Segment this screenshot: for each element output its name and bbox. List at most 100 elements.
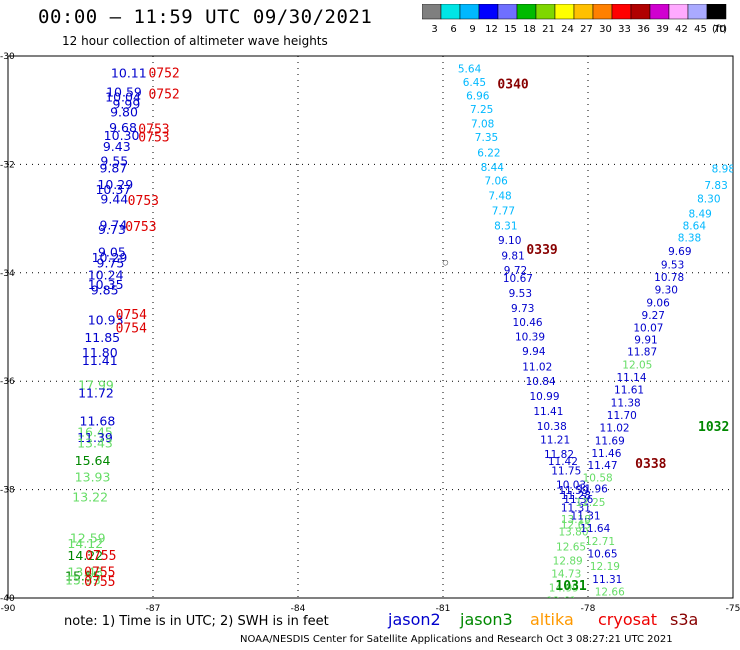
swh-value: 10.58	[583, 472, 613, 484]
legend-swatch	[554, 4, 575, 20]
x-tick-label: -90	[1, 604, 16, 614]
legend-swatch	[497, 4, 518, 20]
swh-value: 12.66	[595, 586, 625, 598]
legend-swatch	[668, 4, 689, 20]
pass-time-label: 1032	[698, 420, 729, 435]
swh-value: 10.46	[513, 317, 543, 329]
swh-value: 11.82	[544, 449, 574, 461]
swh-value: 11.70	[607, 410, 637, 422]
swh-value: 11.38	[611, 398, 641, 410]
swh-value: 9.85	[91, 282, 119, 297]
swh-value: 10.67	[503, 273, 533, 285]
swh-value: 11.41	[82, 353, 118, 368]
swh-value: 14.72	[63, 596, 99, 611]
x-tick-label: -81	[436, 604, 451, 614]
swh-value: 9.75	[97, 255, 125, 270]
swh-value: 12.61	[546, 596, 576, 608]
swh-value: 11.14	[616, 372, 646, 384]
swh-value: 15.33	[65, 572, 101, 587]
swh-value: 11.72	[78, 385, 114, 400]
legend-swatch	[478, 4, 499, 20]
pass-time-label: 0338	[635, 457, 666, 472]
pass-time-label: 0752	[148, 87, 179, 102]
swh-value: 11.80	[82, 345, 118, 360]
pass-time-label: 0753	[125, 220, 156, 235]
legend-label: 21	[542, 24, 555, 35]
swh-value: 9.91	[634, 334, 657, 346]
swh-value: 11.02	[522, 361, 552, 373]
page-subtitle: 12 hour collection of altimeter wave hei…	[62, 34, 328, 48]
swh-value: 7.48	[488, 191, 511, 203]
pass-time-label: 0755	[84, 575, 115, 590]
swh-value: 9.27	[642, 310, 665, 322]
legend-swatch	[440, 4, 461, 20]
pass-time-label: 0755	[85, 549, 116, 564]
swh-value: 10.29	[97, 177, 133, 192]
pass-time-label: 0754	[116, 321, 147, 336]
swh-value: 11.31	[592, 574, 622, 586]
data-layer: 10.11 10.5910.049.999.809.6810.309.439.55…	[63, 63, 733, 611]
swh-value: 7.06	[484, 175, 508, 187]
swh-value: 9.73	[511, 303, 534, 315]
buoy-marker: ○	[442, 259, 448, 267]
swh-value: 7.77	[492, 205, 515, 217]
legend-swatch	[630, 4, 651, 20]
swh-value: 10.93	[88, 312, 124, 327]
swh-value: 9.10	[498, 235, 521, 247]
swh-value: 9.94	[522, 346, 546, 358]
x-tick-label: -75	[726, 604, 740, 614]
swh-value: 10.03	[556, 480, 586, 492]
legend-label: 9	[469, 24, 475, 35]
swh-value: 11.46	[591, 448, 621, 460]
swh-value: 9.68	[109, 120, 137, 135]
swh-value: 11.96	[578, 483, 608, 495]
swh-value: 9.30	[655, 284, 678, 296]
swh-value: 10.37	[95, 182, 131, 197]
units-note: note: 1) Time is in UTC; 2) SWH is in fe…	[64, 614, 329, 629]
legend-swatch	[573, 4, 594, 20]
swh-value: 5.64	[458, 63, 482, 75]
swh-value: 11.02	[600, 423, 630, 435]
swh-value: 11.36	[563, 494, 593, 506]
page-title: 00:00 – 11:59 UTC 09/30/2021	[38, 6, 373, 28]
legend-label: 27	[580, 24, 593, 35]
swh-value: 9.43	[103, 139, 131, 154]
swh-value: 12.65	[561, 520, 591, 532]
y-tick-label: -30	[0, 52, 15, 62]
swh-value: 13.18	[561, 514, 591, 526]
swh-value: 13.43	[67, 564, 103, 579]
swh-value: 10.24	[88, 267, 124, 282]
swh-value: 10.11	[111, 66, 147, 81]
swh-value: 12.05	[622, 360, 652, 372]
y-tick-label: -36	[0, 377, 15, 387]
legend-label: 3	[431, 24, 437, 35]
swh-value: 11.31	[571, 510, 601, 522]
y-tick-label: -38	[0, 486, 15, 496]
pass-time-label: 0340	[497, 78, 528, 93]
swh-value: 6.45	[463, 77, 486, 89]
swh-value: 10.59	[106, 85, 142, 100]
satellite-name-jason3: jason3	[459, 610, 513, 629]
plot-area	[7, 55, 734, 599]
swh-value: 14.22	[67, 548, 103, 563]
satellite-name-jason2: jason2	[387, 610, 441, 629]
swh-value: 14.73	[551, 568, 581, 580]
swh-value: 10.39	[515, 332, 545, 344]
swh-value: 11.87	[627, 347, 657, 359]
legend-label: 30	[599, 24, 612, 35]
swh-value: 11.47	[587, 460, 617, 472]
swh-value: 11.68	[80, 414, 116, 429]
legend-label: 42	[675, 24, 688, 35]
legend-label: 39	[656, 24, 669, 35]
legend-swatch	[687, 4, 708, 20]
swh-value: 12.59	[70, 531, 106, 546]
swh-value: 13.43	[77, 435, 113, 450]
swh-value: 14.99	[549, 582, 579, 594]
x-tick-label: -84	[291, 604, 306, 614]
legend-label: 15	[504, 24, 517, 35]
legend-label: 45	[694, 24, 707, 35]
swh-value: 10.99	[529, 391, 559, 403]
satellite-name-cryosat: cryosat	[598, 610, 657, 629]
pass-time-label: 1031	[555, 579, 586, 594]
x-tick-label: -87	[146, 604, 161, 614]
